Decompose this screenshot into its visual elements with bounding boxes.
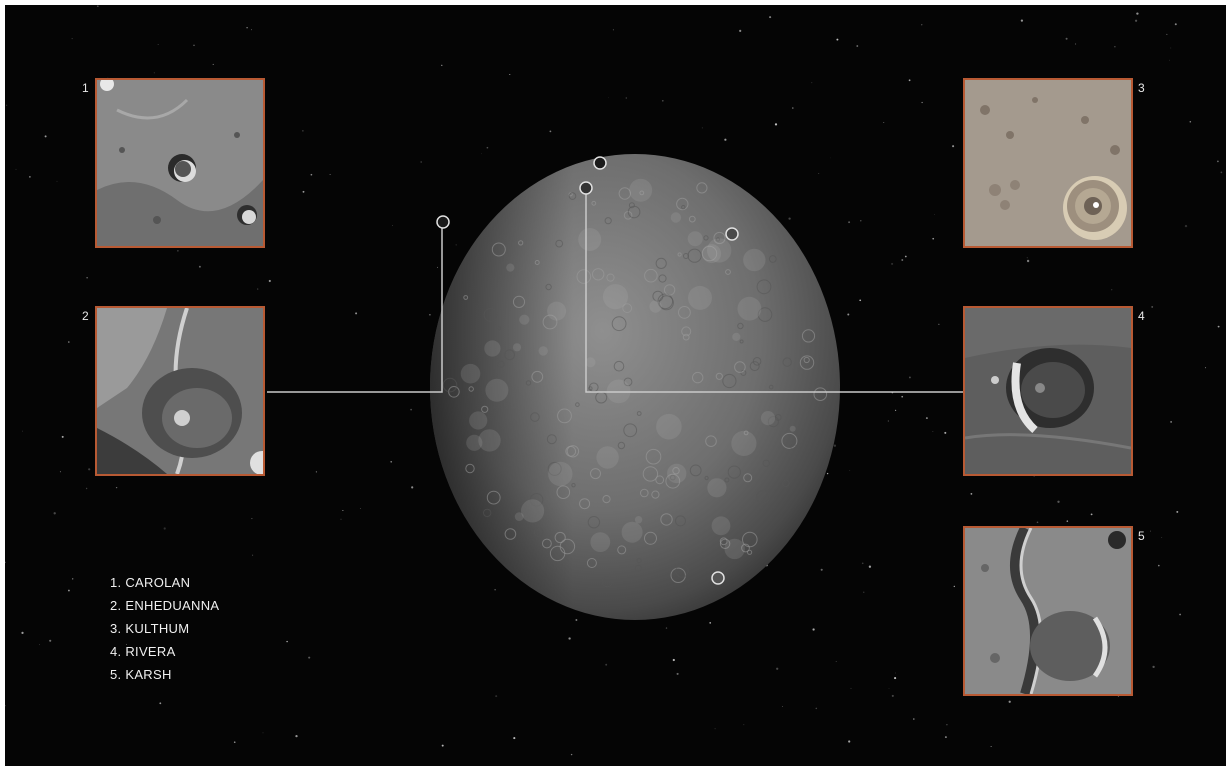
leader-line-2	[267, 227, 443, 393]
legend-item: 4. RIVERA	[110, 644, 176, 659]
crater-panel-3	[963, 78, 1133, 248]
legend-item: 1. CAROLAN	[110, 575, 191, 590]
marker-1	[593, 156, 607, 170]
mercury-infographic: 1 2	[5, 5, 1226, 766]
legend-item: 2. ENHEDUANNA	[110, 598, 220, 613]
panel-number-5: 5	[1138, 529, 1145, 543]
legend-item: 3. KULTHUM	[110, 621, 190, 636]
mercury-planet	[430, 154, 840, 620]
marker-4	[579, 181, 593, 195]
marker-3	[725, 227, 739, 241]
crater-panel-1	[95, 78, 265, 248]
legend-item: 5. KARSH	[110, 667, 172, 682]
crater-image-karsh	[965, 528, 1131, 694]
panel-number-2: 2	[82, 309, 89, 323]
leader-line-4	[585, 194, 965, 393]
planet-craters	[442, 178, 828, 588]
marker-2	[436, 215, 450, 229]
crater-image-kulthum	[965, 80, 1131, 246]
marker-5	[711, 571, 725, 585]
crater-image-carolan	[97, 80, 263, 246]
panel-number-4: 4	[1138, 309, 1145, 323]
crater-panel-2	[95, 306, 265, 476]
crater-image-rivera	[965, 308, 1131, 474]
crater-legend: 1. CAROLAN 2. ENHEDUANNA 3. KULTHUM 4. R…	[110, 571, 219, 686]
panel-number-1: 1	[82, 81, 89, 95]
crater-panel-5	[963, 526, 1133, 696]
leader-lines	[267, 156, 965, 585]
planet-scene	[5, 5, 1223, 756]
crater-image-enheduanna	[97, 308, 263, 474]
crater-panel-4	[963, 306, 1133, 476]
panel-number-3: 3	[1138, 81, 1145, 95]
